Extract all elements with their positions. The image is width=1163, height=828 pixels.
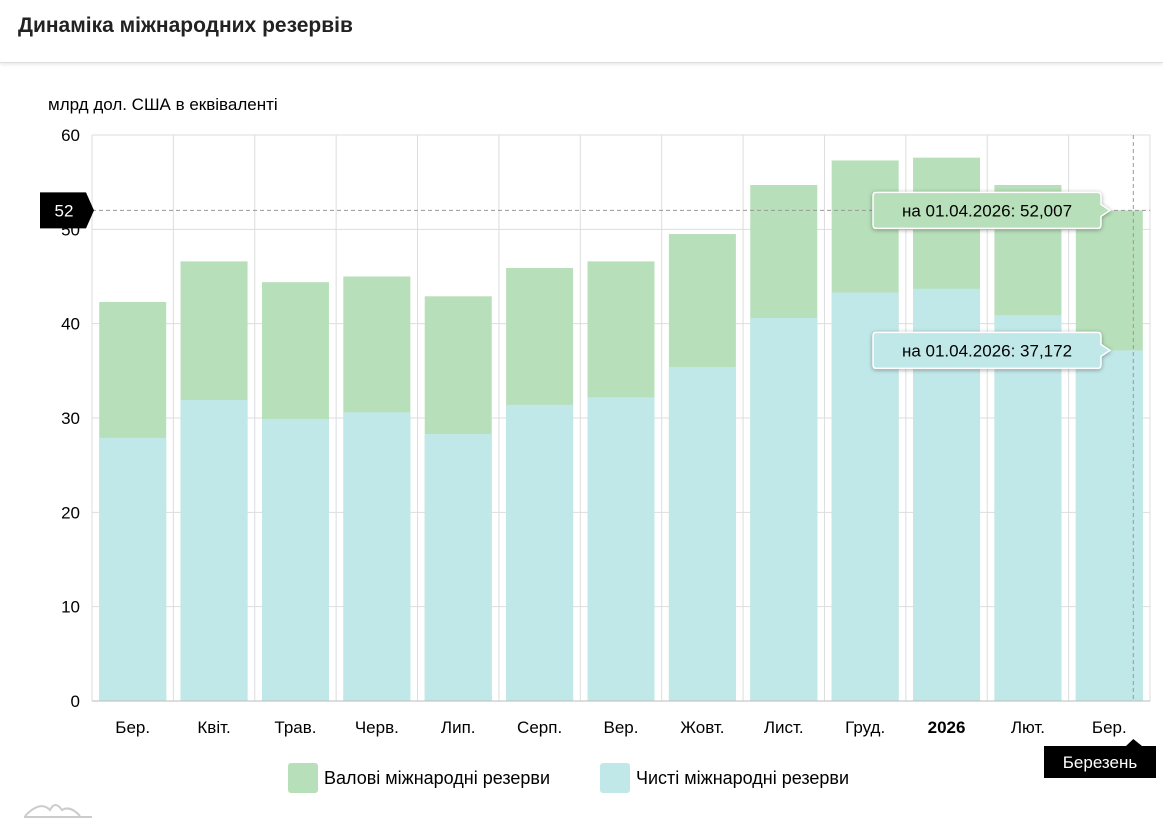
logo-icon (24, 804, 92, 818)
legend-label[interactable]: Чисті міжнародні резерви (636, 768, 849, 788)
tooltip-text: на 01.04.2026: 52,007 (902, 201, 1072, 220)
legend: Валові міжнародні резерви Чисті міжнародн… (288, 763, 849, 793)
header: Динаміка міжнародних резервів (0, 0, 1163, 63)
x-tick-label: Бер. (115, 718, 150, 737)
legend-swatch[interactable] (288, 763, 318, 793)
tooltip-box (872, 191, 1112, 230)
crosshair-y-label: 52 (55, 201, 74, 220)
crosshair-y-label-box (40, 192, 94, 229)
x-tick-label: Серп. (517, 718, 562, 737)
crosshair-x-label-box (1044, 739, 1156, 778)
bar-net[interactable] (343, 412, 411, 701)
crosshair-x-label: Березень (1063, 753, 1138, 772)
y-tick-label: 40 (61, 315, 80, 334)
y-tick-label: 20 (61, 503, 80, 522)
bar-net[interactable] (506, 404, 574, 701)
bar-net[interactable] (994, 315, 1062, 701)
bar-net[interactable] (180, 400, 248, 701)
bar-net[interactable] (587, 397, 655, 701)
x-tick-label: Квіт. (197, 718, 230, 737)
x-tick-label: Трав. (274, 718, 316, 737)
page-title: Динаміка міжнародних резервів (18, 14, 353, 37)
tooltip-text: на 01.04.2026: 37,172 (902, 341, 1072, 360)
tooltip-box (872, 331, 1112, 370)
x-tick-label: Черв. (355, 718, 399, 737)
bar-net[interactable] (668, 367, 736, 701)
x-tick-label: Лип. (441, 718, 476, 737)
x-tick-label: Жовт. (680, 718, 724, 737)
y-tick-label: 10 (61, 598, 80, 617)
y-tick-label: 0 (71, 692, 80, 711)
x-tick-label: Лют. (1011, 718, 1045, 737)
bar-net[interactable] (99, 437, 167, 701)
x-tick-label: Лист. (764, 718, 804, 737)
x-tick-label: Груд. (845, 718, 885, 737)
bars (99, 157, 1143, 702)
legend-label[interactable]: Валові міжнародні резерви (324, 768, 550, 788)
overlay: 52 Березень на 01.04.2026: 52,007 на 01.04.… (40, 135, 1156, 778)
y-tick-label: 30 (61, 409, 80, 428)
bar-net[interactable] (1075, 350, 1143, 701)
bar-net[interactable] (750, 318, 818, 701)
x-tick-label: Бер. (1092, 718, 1127, 737)
y-axis-label: млрд дол. США в еквіваленті (48, 95, 278, 114)
bar-net[interactable] (424, 434, 492, 701)
bar-net[interactable] (261, 418, 329, 701)
y-tick-label: 60 (61, 126, 80, 145)
x-tick-label: 2026 (928, 718, 966, 737)
x-tick-label: Вер. (604, 718, 639, 737)
legend-swatch[interactable] (600, 763, 630, 793)
